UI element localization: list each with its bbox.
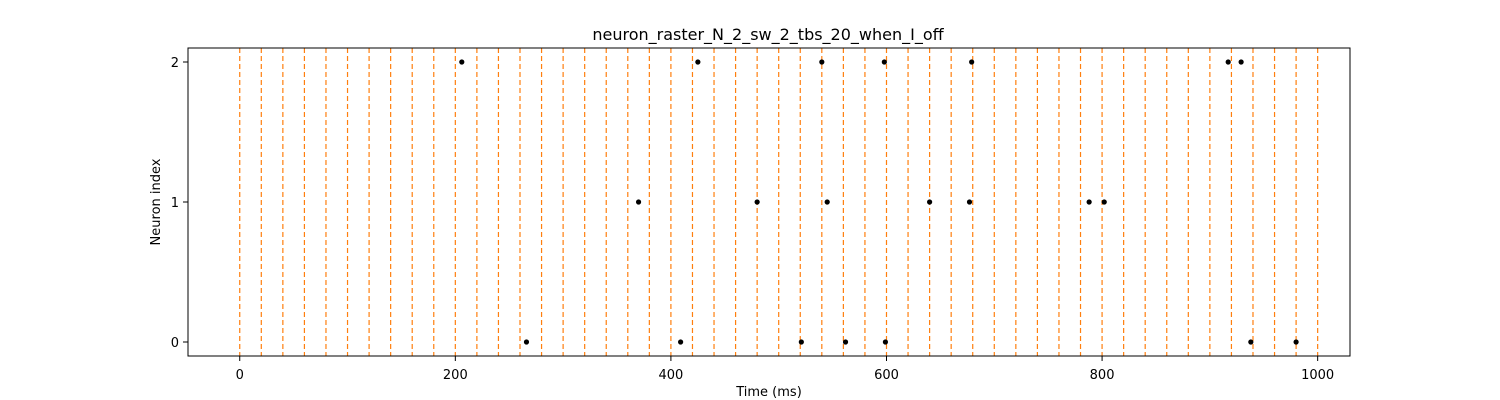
- spike-point: [966, 199, 973, 205]
- x-tick-label: 800: [1090, 368, 1115, 383]
- x-axis-ticks: 0 200 400 600 800 1000: [236, 356, 1334, 383]
- plot-frame: [187, 47, 1351, 357]
- spike-point: [798, 339, 804, 345]
- spike-point: [635, 199, 642, 205]
- x-tick-label: 600: [874, 368, 899, 383]
- spike-point: [1293, 339, 1299, 345]
- x-tick-label: 1000: [1301, 368, 1334, 383]
- y-tick-label: 1: [171, 196, 179, 211]
- spike-point: [523, 339, 530, 345]
- spike-point: [754, 199, 760, 205]
- x-tick-label: 400: [658, 368, 683, 383]
- x-axis-label: Time (ms): [735, 385, 802, 400]
- y-tick-label: 0: [171, 336, 179, 351]
- spike-point: [1086, 199, 1092, 205]
- y-axis-label: Neuron index: [149, 158, 164, 245]
- x-tick-label: 0: [236, 368, 244, 383]
- spike-point: [842, 339, 849, 345]
- spike-point: [1248, 339, 1254, 345]
- spike-point: [824, 199, 830, 205]
- spike-point: [678, 339, 684, 345]
- chart-title: neuron_raster_N_2_sw_2_tbs_20_when_I_off: [592, 25, 944, 45]
- y-axis-ticks: 0 1 2: [171, 56, 188, 351]
- spike-point: [1225, 59, 1231, 65]
- spike-points: [459, 59, 1299, 345]
- spike-point: [819, 59, 825, 65]
- spike-point: [695, 59, 701, 65]
- spike-point: [969, 59, 975, 65]
- stimulus-lines: [239, 48, 1319, 356]
- spike-point: [881, 59, 887, 65]
- x-tick-label: 200: [443, 368, 468, 383]
- spike-point: [882, 339, 889, 345]
- spike-point: [1238, 59, 1244, 65]
- spike-point: [1101, 199, 1107, 205]
- spike-point: [927, 199, 933, 205]
- spike-point: [459, 59, 465, 65]
- y-tick-label: 2: [171, 56, 179, 71]
